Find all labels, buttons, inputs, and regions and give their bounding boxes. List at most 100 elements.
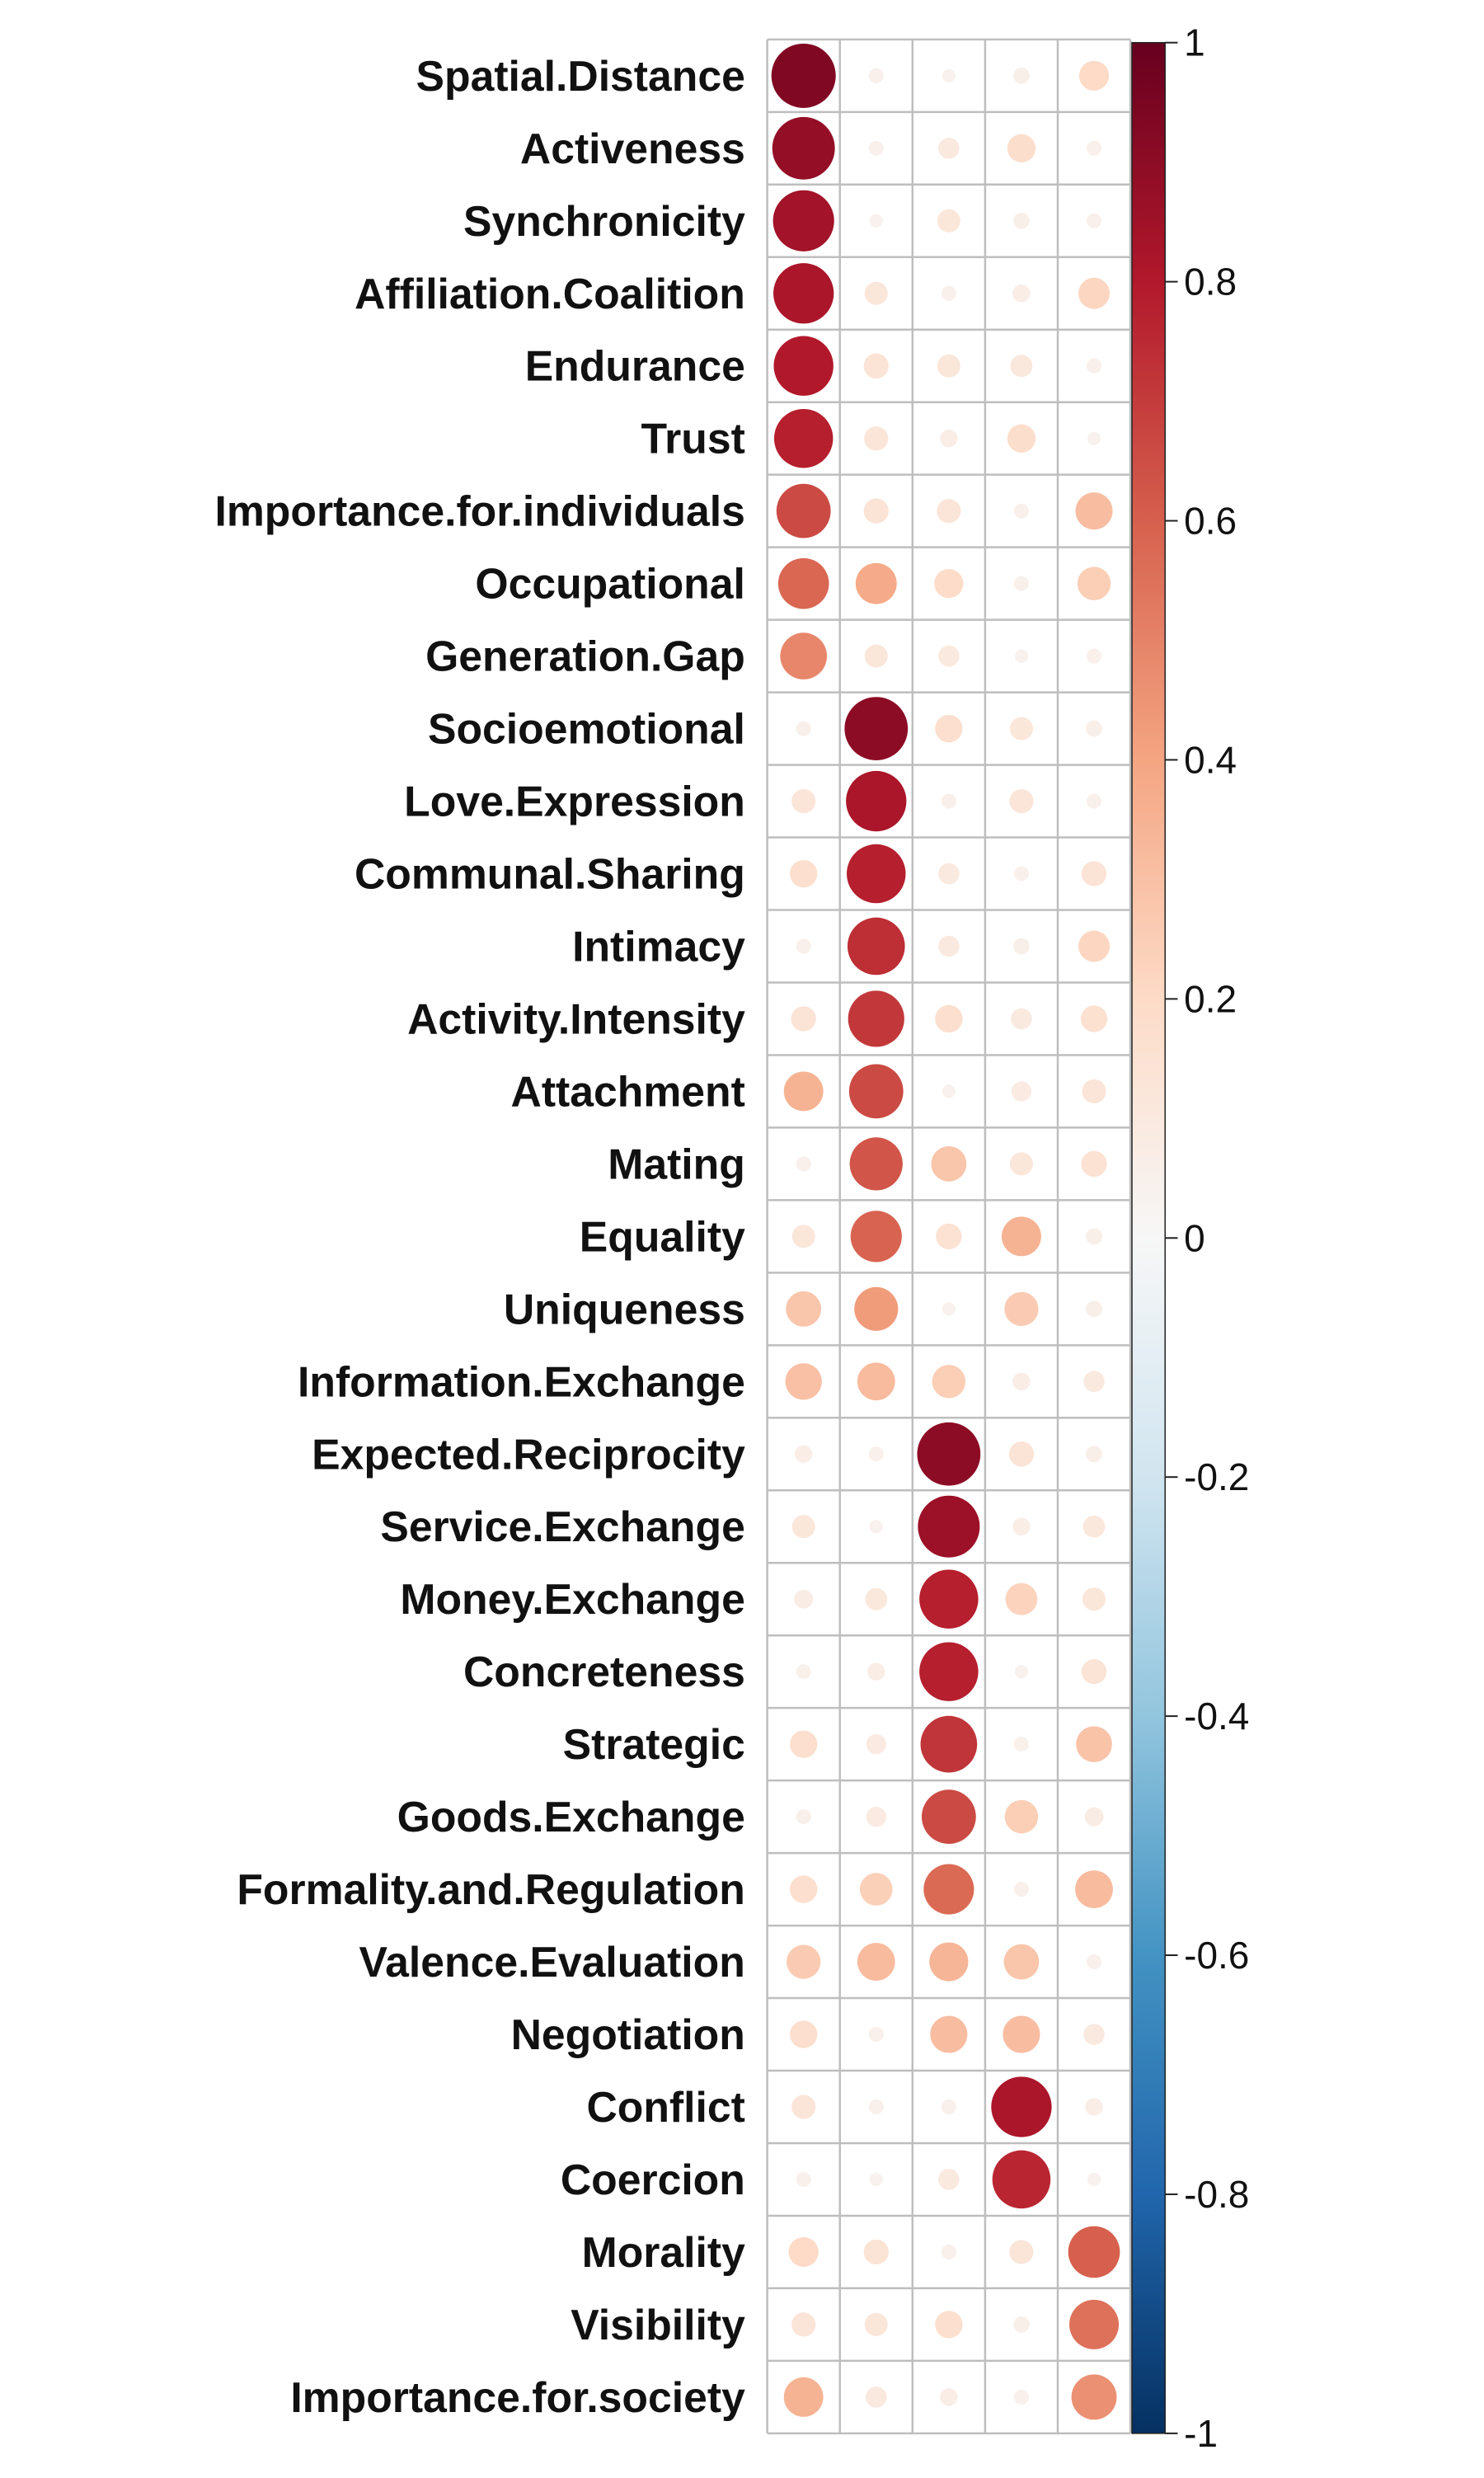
correlation-circle bbox=[935, 2311, 963, 2339]
correlation-circle bbox=[865, 1587, 888, 1610]
correlation-circle bbox=[868, 1446, 884, 1462]
correlation-circle bbox=[1081, 861, 1107, 886]
correlation-circle bbox=[857, 1362, 895, 1401]
correlation-circle bbox=[942, 1084, 956, 1098]
correlation-circle bbox=[936, 1223, 962, 1250]
row-label: Conflict bbox=[586, 2083, 744, 2131]
colorbar-tick-label: -0.8 bbox=[1184, 2173, 1249, 2216]
correlation-circle bbox=[777, 557, 829, 609]
correlation-circle bbox=[776, 483, 831, 538]
correlation-circle bbox=[869, 2172, 883, 2187]
correlation-circle bbox=[1013, 576, 1029, 591]
correlation-circle bbox=[848, 1064, 904, 1119]
correlation-circle bbox=[796, 938, 811, 954]
correlation-circle bbox=[773, 408, 834, 468]
correlation-circle bbox=[773, 190, 834, 252]
correlation-circle bbox=[1009, 717, 1033, 741]
correlation-circle bbox=[786, 1291, 822, 1327]
correlation-circle bbox=[850, 1211, 902, 1263]
correlation-circle bbox=[1013, 2316, 1030, 2333]
correlation-circle bbox=[864, 644, 888, 668]
colorbar-tick-label: 0.6 bbox=[1184, 500, 1237, 543]
correlation-circle bbox=[1086, 213, 1102, 228]
correlation-circle bbox=[1075, 1870, 1113, 1908]
correlation-circle bbox=[1012, 284, 1031, 303]
correlation-circle bbox=[866, 1806, 886, 1827]
correlation-circle bbox=[869, 214, 883, 228]
row-labels: Spatial.Distance Activeness Synchronicity A… bbox=[214, 52, 745, 2421]
correlation-circle bbox=[1071, 2374, 1117, 2420]
correlation-circle bbox=[864, 281, 888, 305]
correlation-circle bbox=[923, 1864, 974, 1915]
correlation-circle bbox=[941, 2099, 956, 2115]
correlation-circle bbox=[796, 1156, 811, 1172]
correlation-circle bbox=[1008, 1441, 1035, 1467]
correlation-circle bbox=[791, 1225, 815, 1248]
correlation-circle bbox=[787, 1944, 821, 1979]
correlation-circle bbox=[919, 1642, 979, 1701]
correlation-circle bbox=[857, 1943, 895, 1981]
row-label: Uniqueness bbox=[504, 1285, 745, 1333]
correlation-circle bbox=[788, 2236, 819, 2268]
correlation-circle bbox=[789, 1875, 818, 1903]
correlation-circle bbox=[1005, 1582, 1038, 1615]
correlation-circle bbox=[1075, 492, 1113, 530]
correlation-circle bbox=[930, 2015, 968, 2053]
row-label: Negotiation bbox=[511, 2010, 745, 2058]
correlation-circle bbox=[938, 138, 960, 159]
correlation-circle bbox=[791, 2312, 816, 2337]
correlation-circle bbox=[772, 116, 835, 180]
correlation-circle bbox=[1012, 1372, 1031, 1391]
correlation-circle bbox=[867, 1662, 885, 1681]
correlation-circle bbox=[1001, 1216, 1041, 1257]
correlation-circle bbox=[941, 2244, 956, 2259]
correlation-circle bbox=[794, 1589, 814, 1609]
correlation-circle bbox=[918, 1495, 980, 1558]
correlation-circle bbox=[937, 499, 961, 524]
correlation-circle bbox=[1012, 1517, 1031, 1535]
row-label: Equality bbox=[580, 1212, 745, 1260]
row-label: Money.Exchange bbox=[400, 1575, 744, 1623]
correlation-circle bbox=[868, 140, 884, 156]
row-label: Affiliation.Coalition bbox=[355, 270, 745, 317]
row-label: Mating bbox=[608, 1140, 745, 1187]
correlation-circle bbox=[934, 569, 964, 599]
correlation-circle bbox=[791, 788, 816, 814]
row-label: Formality.and.Regulation bbox=[237, 1865, 744, 1913]
row-label: Socioemotional bbox=[428, 705, 745, 753]
correlation-circle bbox=[789, 859, 818, 888]
correlation-circle bbox=[791, 1515, 815, 1539]
colorbar-tick-label: 0.2 bbox=[1184, 977, 1237, 1020]
row-label: Valence.Evaluation bbox=[359, 1938, 745, 1986]
correlation-circle bbox=[854, 1286, 899, 1331]
correlation-circle bbox=[1086, 140, 1102, 156]
correlation-circle bbox=[931, 1145, 967, 1182]
correlation-circle bbox=[937, 354, 960, 378]
correlation-circle bbox=[1014, 649, 1029, 663]
correlation-circle bbox=[844, 697, 909, 760]
correlation-circle bbox=[796, 721, 811, 736]
correlation-circle bbox=[771, 43, 836, 108]
correlation-circle bbox=[849, 1137, 903, 1191]
correlation-circle bbox=[1086, 1954, 1102, 1970]
correlation-circle bbox=[1087, 431, 1101, 445]
row-label: Activity.Intensity bbox=[407, 994, 745, 1042]
correlation-circle bbox=[1087, 2172, 1101, 2187]
correlation-circle bbox=[1078, 60, 1110, 91]
correlation-circle bbox=[789, 1730, 818, 1758]
colorbar-tick-label: -0.2 bbox=[1184, 1455, 1249, 1498]
correlation-circle bbox=[859, 1873, 893, 1906]
correlation-circle bbox=[1085, 2098, 1103, 2116]
row-label: Morality bbox=[582, 2228, 745, 2276]
row-label: Communal.Sharing bbox=[355, 850, 745, 898]
correlation-circle bbox=[941, 285, 956, 301]
correlation-circle bbox=[785, 1363, 822, 1400]
correlation-circle bbox=[1003, 1944, 1040, 1980]
correlation-circle bbox=[940, 2388, 958, 2406]
row-label: Generation.Gap bbox=[425, 632, 745, 680]
correlation-circle bbox=[855, 562, 897, 604]
row-label: Activeness bbox=[520, 125, 745, 172]
correlation-circle bbox=[1014, 1665, 1029, 1679]
colorbar-tick-label: -0.6 bbox=[1184, 1934, 1249, 1977]
correlation-circle bbox=[1086, 1228, 1102, 1245]
